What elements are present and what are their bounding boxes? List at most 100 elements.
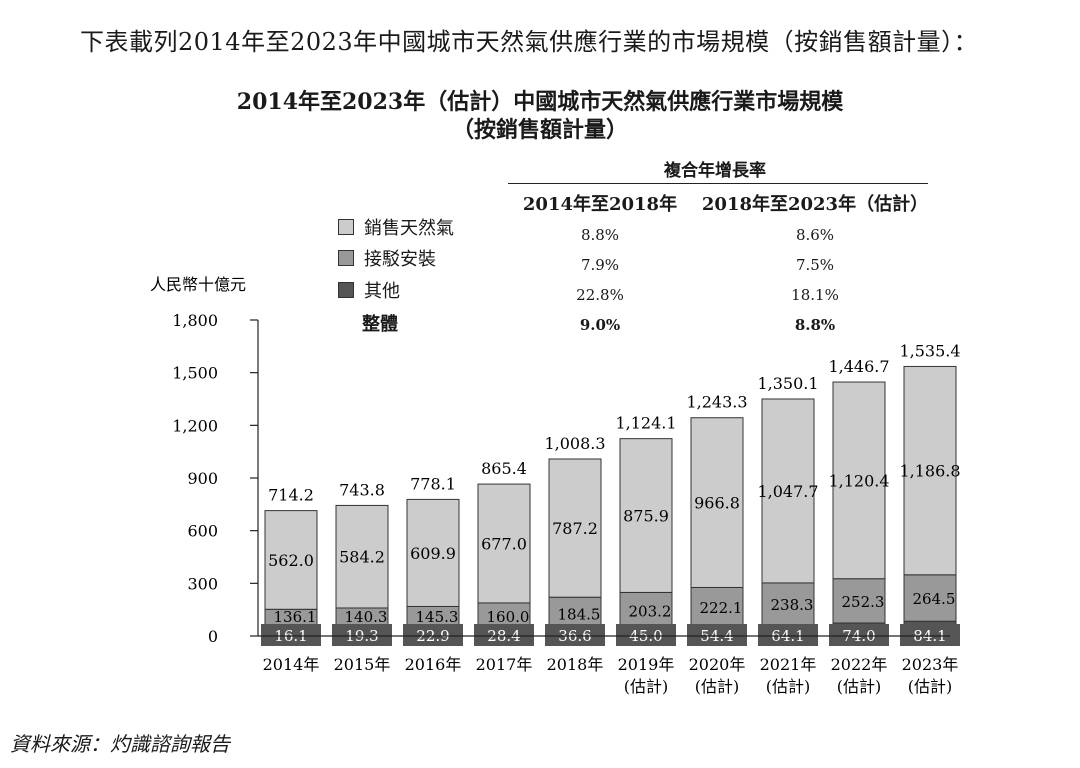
y-tick-label: 0 bbox=[208, 627, 218, 646]
y-axis: 0 300 600 900 1,200 1,500 1,800 bbox=[172, 311, 259, 646]
x-tick-label: 2015年 bbox=[334, 655, 391, 674]
label-box-other bbox=[900, 624, 960, 646]
cagr-other-2018-2023: 18.1% bbox=[791, 286, 839, 304]
data-label-total: 1,350.1 bbox=[757, 374, 818, 393]
data-label-connection: 203.2 bbox=[629, 602, 672, 620]
label-box-other bbox=[829, 624, 889, 646]
data-label-sales: 584.2 bbox=[339, 548, 385, 567]
data-label-sales: 966.8 bbox=[694, 494, 740, 513]
x-tick-label: 2018年 bbox=[547, 655, 604, 674]
data-label-total: 1,008.3 bbox=[544, 434, 605, 453]
x-tick-note: (估計) bbox=[837, 677, 882, 696]
legend-item-overall: 整體 bbox=[362, 310, 398, 336]
data-label-connection: 238.3 bbox=[771, 596, 814, 614]
y-tick-label: 1,500 bbox=[172, 364, 218, 383]
x-tick-label: 2019年 bbox=[618, 655, 675, 674]
data-label-sales: 562.0 bbox=[268, 551, 314, 570]
x-tick-label: 2017年 bbox=[476, 655, 533, 674]
data-label-total: 865.4 bbox=[481, 459, 527, 478]
x-tick-label: 2021年 bbox=[760, 655, 817, 674]
cagr-overall-2018-2023: 8.8% bbox=[794, 316, 836, 334]
y-tick-label: 900 bbox=[187, 469, 218, 488]
legend-item-sales: 銷售天然氣 bbox=[338, 214, 454, 240]
x-tick-label: 2023年 bbox=[902, 655, 959, 674]
x-tick-label: 2014年 bbox=[263, 655, 320, 674]
bar-segment-sales bbox=[477, 483, 531, 604]
legend-label-other: 其他 bbox=[364, 281, 400, 302]
bar-segment-sales bbox=[264, 510, 318, 610]
chart-title: 2014年至2023年（估計）中國城市天然氣供應行業市場規模 bbox=[236, 89, 844, 115]
bar-segment-sales bbox=[619, 438, 673, 593]
cagr-connection-2018-2023: 7.5% bbox=[795, 256, 835, 274]
data-label-sales: 787.2 bbox=[552, 519, 598, 538]
legend-swatch-other bbox=[338, 282, 354, 298]
bar-segment-connection bbox=[832, 578, 886, 624]
chart-subtitle: （按銷售額計量） bbox=[451, 117, 628, 143]
bar-segment-connection bbox=[903, 574, 957, 622]
bar-segment-connection bbox=[619, 591, 673, 629]
data-label-total: 1,243.3 bbox=[686, 393, 747, 412]
data-label-total: 1,446.7 bbox=[828, 357, 889, 376]
x-tick-label: 2016年 bbox=[405, 655, 462, 674]
bar-segment-sales bbox=[406, 498, 460, 607]
x-tick-note: (估計) bbox=[695, 677, 740, 696]
cagr-col-2014-2018: 2014年至2018年 bbox=[522, 194, 678, 215]
y-tick-label: 600 bbox=[187, 522, 218, 541]
data-label-sales: 609.9 bbox=[410, 544, 456, 563]
data-label-connection: 136.1 bbox=[274, 608, 317, 626]
data-label-total: 714.2 bbox=[268, 486, 314, 505]
legend-swatch-connection bbox=[338, 250, 354, 266]
cagr-sales-2014-2018: 8.8% bbox=[580, 226, 620, 244]
cagr-col-2018-2023: 2018年至2023年（估計） bbox=[701, 194, 929, 215]
legend-item-other: 其他 bbox=[338, 277, 400, 303]
bar-segment-sales bbox=[335, 504, 389, 609]
x-axis: 2014年 2015年 2016年 2017年 2018年 2019年 (估計) 2020年 (… bbox=[258, 635, 959, 696]
label-box-other bbox=[261, 624, 321, 646]
data-label-total: 743.8 bbox=[339, 480, 385, 499]
data-label-connection: 252.3 bbox=[842, 593, 885, 611]
data-label-connection: 145.3 bbox=[416, 608, 459, 626]
label-box-other bbox=[687, 624, 747, 646]
legend-label-connection: 接駁安裝 bbox=[364, 249, 436, 270]
cagr-sales-2018-2023: 8.6% bbox=[795, 226, 835, 244]
data-label-connection: 222.1 bbox=[700, 599, 743, 617]
bar-segment-sales bbox=[832, 381, 886, 580]
x-tick-note: (估計) bbox=[766, 677, 811, 696]
y-tick-label: 300 bbox=[187, 574, 218, 593]
bar-segment-sales bbox=[548, 458, 602, 598]
y-axis-label: 人民幣十億元 bbox=[150, 275, 246, 294]
cagr-header: 複合年增長率 bbox=[664, 161, 766, 181]
data-label-total: 1,124.1 bbox=[615, 414, 676, 433]
data-label-sales: 677.0 bbox=[481, 534, 527, 553]
cagr-connection-2014-2018: 7.9% bbox=[580, 256, 620, 274]
cagr-other-2014-2018: 22.8% bbox=[576, 286, 624, 304]
legend-item-connection: 接駁安裝 bbox=[338, 245, 436, 271]
data-label-connection: 184.5 bbox=[558, 605, 601, 623]
y-tick-label: 1,200 bbox=[172, 416, 218, 435]
bar-segment-sales bbox=[761, 398, 815, 584]
intro-text: 下表載列2014年至2023年中國城市天然氣供應行業的市場規模（按銷售額計量）： bbox=[80, 28, 979, 56]
data-label-sales: 875.9 bbox=[623, 507, 669, 526]
y-tick-label: 1,800 bbox=[172, 311, 218, 330]
x-tick-note: (估計) bbox=[908, 677, 953, 696]
data-label-total: 1,535.4 bbox=[899, 341, 960, 360]
data-label-sales: 1,186.8 bbox=[899, 462, 960, 481]
legend-label-sales: 銷售天然氣 bbox=[364, 218, 454, 239]
x-tick-label: 2022年 bbox=[831, 655, 888, 674]
legend-label-overall: 整體 bbox=[362, 314, 398, 335]
label-box-other bbox=[545, 624, 605, 646]
label-box-other bbox=[403, 624, 463, 646]
x-tick-note: (估計) bbox=[624, 677, 669, 696]
bars: 16.1136.1562.0714.219.3140.3584.2743.822… bbox=[261, 341, 961, 646]
data-label-connection: 160.0 bbox=[487, 608, 530, 626]
source-note: 資料來源：灼識諮詢報告 bbox=[10, 732, 230, 756]
data-label-connection: 264.5 bbox=[913, 590, 956, 608]
data-label-total: 778.1 bbox=[410, 474, 456, 493]
label-box-other bbox=[758, 624, 818, 646]
x-tick-label: 2020年 bbox=[689, 655, 746, 674]
label-box-other bbox=[332, 624, 392, 646]
cagr-divider bbox=[508, 183, 928, 184]
data-label-connection: 140.3 bbox=[345, 608, 388, 626]
cagr-overall-2014-2018: 9.0% bbox=[579, 316, 621, 334]
